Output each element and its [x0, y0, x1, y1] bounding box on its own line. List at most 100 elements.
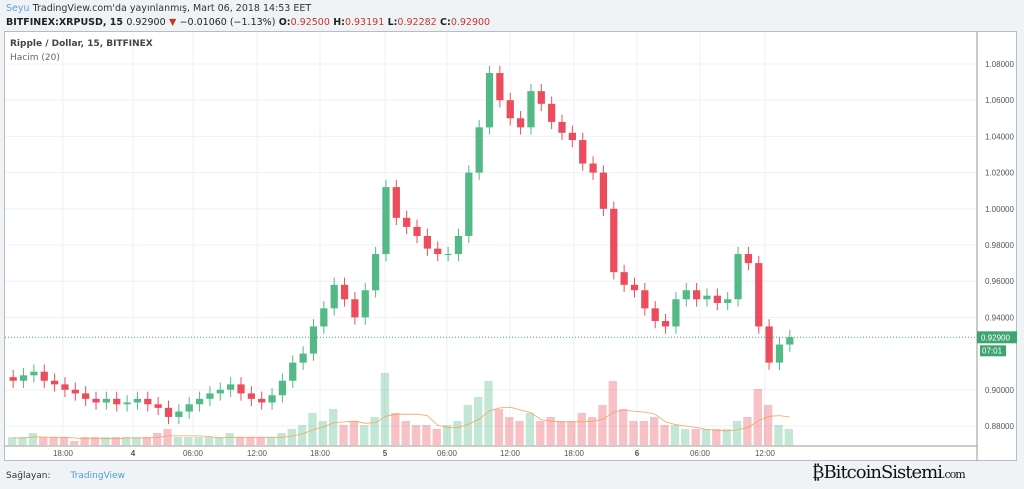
candle [278, 380, 287, 396]
volume-bar [266, 437, 276, 445]
watermark-text: BitcoinSistemi [823, 462, 943, 483]
volume-bar [515, 421, 524, 445]
candle [537, 91, 545, 104]
ohlc-bar: BITFINEX:XRPUSD, 15 0.92900 ▼ −0.01060 (… [6, 17, 490, 29]
candle [682, 290, 690, 300]
volume-bar [422, 425, 431, 445]
y-tick-label: 0.96000 [985, 277, 1014, 286]
candle [185, 404, 193, 412]
volume-bar [732, 421, 742, 445]
candle [713, 295, 721, 303]
y-tick-label: 1.06000 [985, 96, 1014, 105]
candle [92, 398, 100, 403]
candle [309, 326, 318, 354]
candle [123, 402, 131, 405]
volume-bar [70, 441, 79, 445]
high-value: 0.93191 [344, 17, 385, 28]
candle [568, 132, 576, 141]
volume-bar [432, 429, 441, 445]
candle [320, 308, 328, 327]
volume-bar [80, 437, 89, 445]
volume-bar [329, 409, 338, 445]
countdown-label: 07:01 [982, 346, 1003, 355]
candle [641, 290, 649, 309]
volume-bar [204, 437, 214, 445]
volume-bar [743, 417, 752, 445]
volume-bar [111, 437, 120, 445]
x-tick-label: 06:00 [437, 449, 458, 458]
author-link[interactable]: Seyu [6, 3, 30, 14]
candle [289, 362, 297, 381]
volume-bar [184, 437, 193, 445]
candle [247, 393, 255, 399]
bitcoinsistemi-watermark: ₿BitcoinSistemi.com [812, 462, 966, 486]
volume-bar [691, 429, 700, 445]
candle [506, 100, 514, 119]
y-tick-label: 1.08000 [985, 60, 1014, 69]
volume-bar [618, 409, 628, 445]
candle [154, 404, 162, 408]
volume-bar [536, 421, 545, 445]
candle [403, 217, 411, 227]
volume-bar [39, 437, 48, 445]
volume-bar [784, 429, 793, 445]
volume-bar [173, 437, 183, 445]
volume-bar [701, 429, 711, 445]
volume-bar [287, 429, 296, 445]
candle [444, 254, 452, 256]
volume-bar [101, 437, 110, 445]
candle [651, 308, 659, 322]
y-tick-label: 0.88000 [985, 422, 1014, 431]
volume-bar [556, 421, 566, 445]
volume-bar [297, 425, 307, 445]
candle [195, 398, 204, 405]
candle [724, 299, 732, 303]
candle [610, 208, 618, 273]
candle [693, 290, 701, 300]
candle [496, 73, 504, 101]
volume-bar [246, 437, 255, 445]
candle [164, 407, 173, 417]
candle [703, 295, 711, 300]
volume-bar [391, 413, 400, 445]
x-tick-label: 6 [635, 449, 640, 458]
provider-label: Sağlayan: [6, 471, 51, 481]
candle [216, 389, 224, 394]
candle [454, 235, 463, 255]
y-tick-label: 1.02000 [985, 169, 1014, 178]
candle [268, 395, 276, 403]
candle [30, 371, 38, 376]
candle [382, 187, 390, 255]
volume-bar [277, 433, 286, 445]
volume-bar [59, 437, 69, 445]
x-tick-label: 18:00 [53, 449, 74, 458]
x-tick-label: 12:00 [755, 449, 776, 458]
volume-bar [318, 421, 328, 445]
volume-bar [629, 421, 638, 445]
volume-bar [194, 437, 203, 445]
x-tick-label: 18:00 [564, 449, 585, 458]
publish-date: TradingView.com'da yayınlanmış, Mart 06,… [32, 3, 312, 14]
volume-legend: Hacim (20) [10, 53, 60, 63]
candle [579, 140, 587, 164]
y-tick-label: 1.00000 [985, 205, 1014, 214]
candle [765, 326, 773, 363]
tradingview-link[interactable]: TradingView [70, 471, 125, 481]
volume-bar [774, 425, 783, 445]
high-label: H: [333, 17, 345, 28]
candle [40, 371, 48, 381]
volume-bar [473, 397, 483, 445]
candle [589, 163, 597, 173]
volume-bar [132, 437, 141, 445]
volume-bar [587, 417, 597, 445]
volume-bar [442, 425, 452, 445]
candle [630, 284, 639, 291]
volume-bar [121, 437, 131, 445]
candle [82, 393, 90, 399]
candle [423, 235, 432, 249]
open-value: 0.92500 [290, 17, 330, 28]
candle [330, 284, 338, 309]
candle [175, 411, 183, 417]
y-tick-label: 0.94000 [985, 313, 1014, 322]
